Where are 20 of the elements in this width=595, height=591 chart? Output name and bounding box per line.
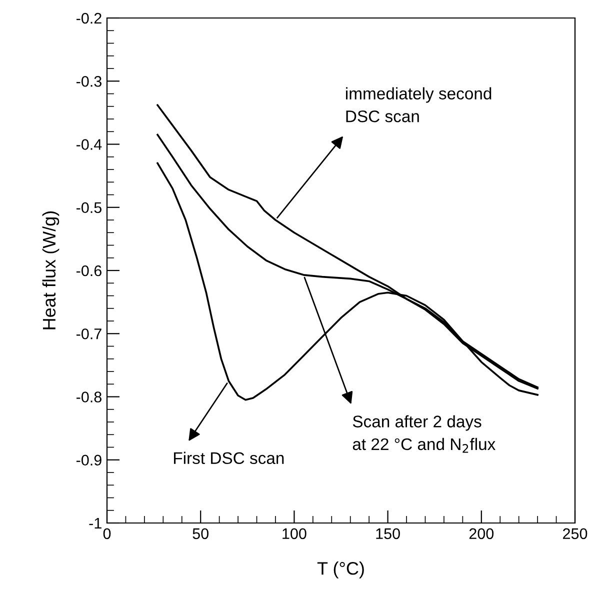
x-tick-label: 250	[563, 528, 588, 540]
annotation: First DSC scan	[174, 452, 284, 464]
y-tick-label: -1	[89, 518, 102, 529]
x-tick-label: 0	[103, 528, 111, 540]
x-tick-label: 100	[282, 528, 306, 540]
y-tick-label: -0.9	[76, 454, 102, 466]
annotation: immediately second DSC scan	[346, 87, 492, 122]
y-axis-title: Heat flux (W/g)	[42, 211, 60, 330]
y-tick-label: -0.8	[76, 392, 102, 402]
y-tick-label: -0.5	[76, 202, 102, 214]
x-tick-label: 200	[469, 528, 494, 540]
y-tick-label: -0.2	[76, 12, 102, 24]
y-tick-label: -0.4	[76, 139, 102, 150]
annotation: Scan after 2 days at 22 °C and N$_{2}$flux	[352, 415, 496, 453]
y-tick-label: -0.6	[76, 265, 102, 276]
x-axis-title: T (°C)	[317, 562, 364, 578]
y-tick-label: -0.7	[76, 328, 102, 340]
x-tick-label: 150	[376, 528, 400, 540]
y-tick-label: -0.3	[76, 76, 102, 87]
x-tick-label: 50	[192, 528, 208, 540]
